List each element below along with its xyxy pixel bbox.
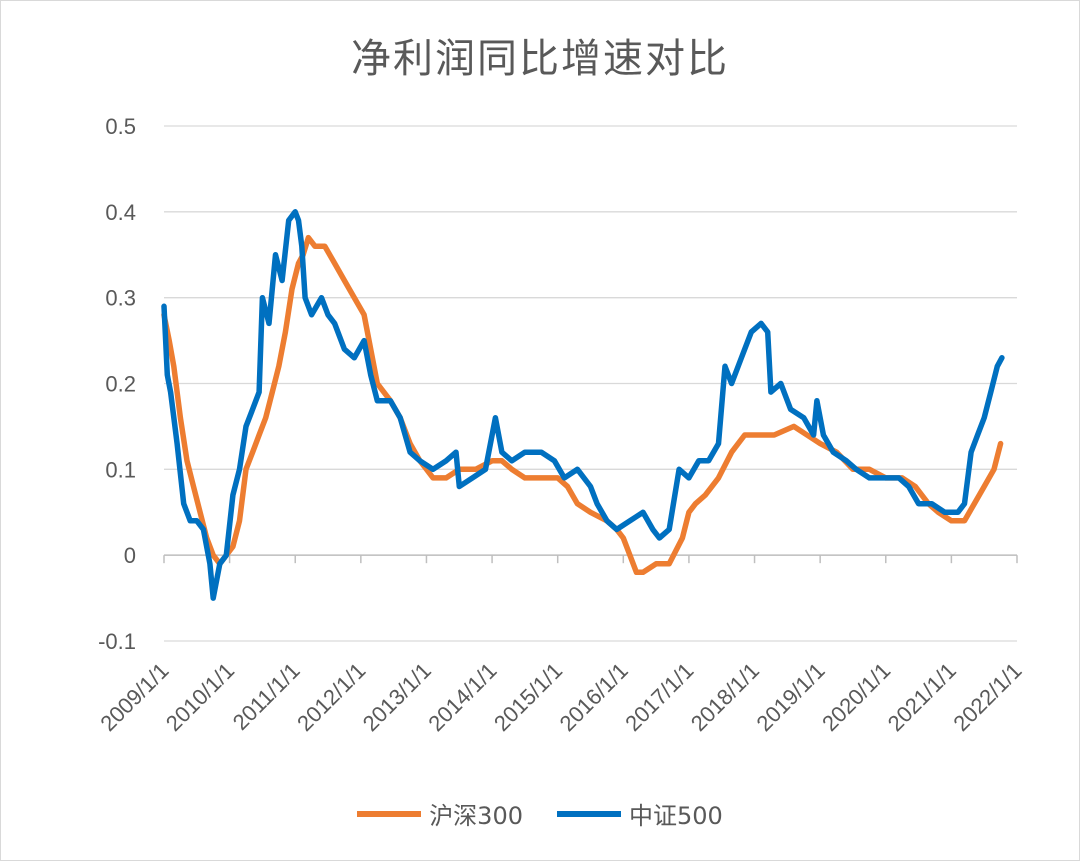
legend-label-csi500: 中证500 (629, 802, 723, 830)
legend-item-hs300: 沪深300 (357, 796, 523, 831)
x-tick-label: 2020/1/1 (817, 658, 895, 736)
y-tick-label: 0.3 (105, 286, 136, 311)
y-tick-label: 0.4 (105, 200, 136, 225)
x-tick-label: 2009/1/1 (95, 658, 173, 736)
x-tick-labels: 2009/1/12010/1/12011/1/12012/1/12013/1/1… (95, 658, 1026, 736)
series-line-hs300 (161, 234, 1004, 576)
x-tick-label: 2011/1/1 (228, 658, 305, 735)
y-tick-label: 0.1 (105, 457, 136, 482)
x-tick-label: 2018/1/1 (686, 658, 764, 736)
x-tick-label: 2015/1/1 (489, 658, 567, 736)
x-tick-label: 2017/1/1 (620, 658, 698, 736)
gridlines (164, 125, 1017, 642)
x-tick-label: 2021/1/1 (883, 658, 961, 736)
y-tick-labels: 0.5 0.4 0.3 0.2 0.1 0 -0.1 (98, 114, 136, 654)
y-tick-label: -0.1 (98, 629, 136, 654)
series-line-csi500 (161, 209, 1005, 601)
y-tick-label: 0 (124, 543, 136, 568)
line-chart: 0.50.40.30.20.10-0.1 2009/1/12010/1/1201… (95, 114, 1026, 736)
y-tick-label: 0.5 (105, 114, 136, 139)
legend-label-hs300: 沪深300 (429, 802, 523, 830)
x-tick-label: 2019/1/1 (751, 658, 829, 736)
x-tick-label: 2013/1/1 (358, 658, 436, 736)
chart-title: 净利润同比增速对比 (351, 36, 729, 82)
series-lines (161, 209, 1005, 601)
x-tick-label: 2012/1/1 (292, 658, 370, 736)
x-tick-label: 2014/1/1 (423, 658, 501, 736)
legend-item-csi500: 中证500 (557, 796, 723, 831)
x-axis (163, 554, 1018, 564)
x-tick-label: 2010/1/1 (161, 658, 239, 736)
legend: 沪深300 中证500 (0, 796, 1080, 831)
legend-swatch-hs300 (357, 810, 422, 817)
y-tick-label: 0.2 (105, 372, 136, 397)
legend-swatch-csi500 (557, 810, 621, 817)
x-tick-label: 2022/1/1 (948, 658, 1026, 736)
x-tick-label: 2016/1/1 (555, 658, 633, 736)
